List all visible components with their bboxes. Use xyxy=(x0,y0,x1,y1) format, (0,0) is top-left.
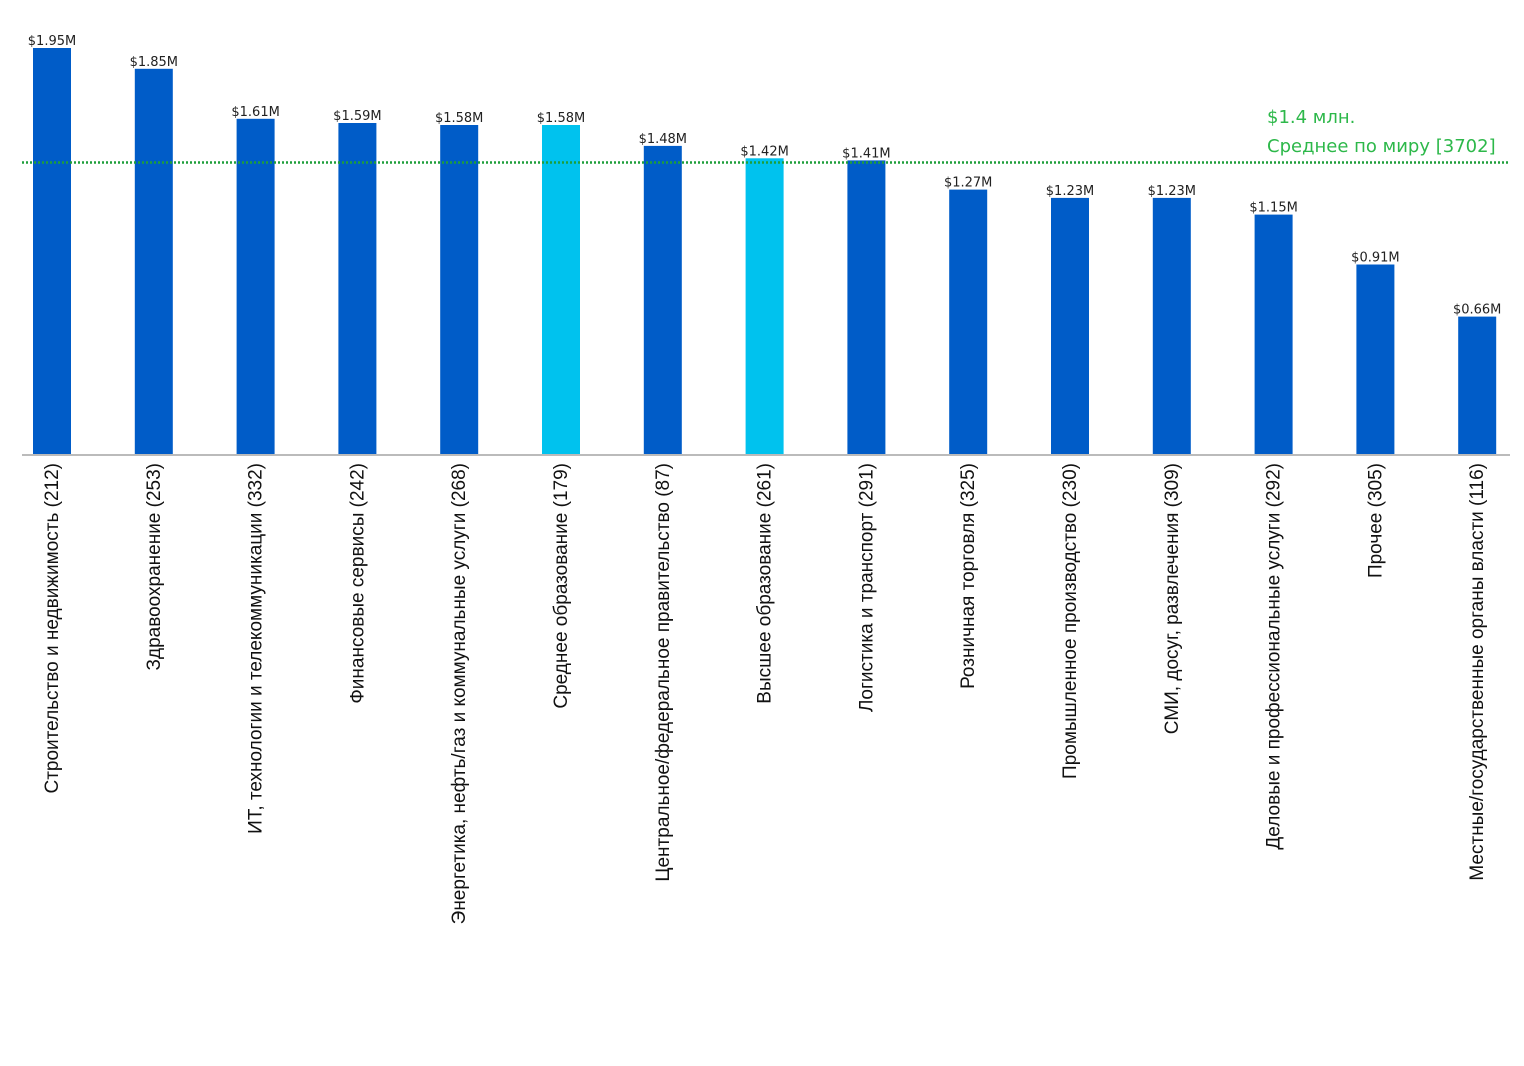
bar xyxy=(949,189,988,454)
bar-value-label: $1.41M xyxy=(842,146,890,161)
bar-value-label: $0.91M xyxy=(1351,251,1399,266)
category-label: Высшее образование (261) xyxy=(755,463,776,704)
category-label: Строительство и недвижимость (212) xyxy=(42,463,63,794)
category-label: Местные/государственные органы власти (1… xyxy=(1467,463,1488,881)
bar-value-label: $1.15M xyxy=(1249,201,1297,216)
bar xyxy=(1152,197,1191,454)
average-description-label: Среднее по миру [3702] xyxy=(1267,136,1496,157)
category-label: Прочее (305) xyxy=(1365,463,1386,578)
bar xyxy=(134,68,173,455)
bar xyxy=(745,158,784,455)
bar xyxy=(643,145,682,454)
bar-value-label: $1.61M xyxy=(231,105,279,120)
category-label: ИТ, технологии и телекоммуникации (332) xyxy=(246,463,267,834)
average-value-label: $1.4 млн. xyxy=(1267,107,1355,128)
bar xyxy=(1254,214,1293,454)
bar xyxy=(1051,197,1089,454)
bar xyxy=(1458,316,1497,454)
bar xyxy=(236,118,275,455)
bars-group xyxy=(33,48,1497,455)
bar-value-label: $1.27M xyxy=(944,176,992,191)
category-label: Здравоохранение (253) xyxy=(144,463,165,671)
category-label: Промышленное производство (230) xyxy=(1060,463,1081,779)
bar xyxy=(440,125,479,454)
category-label: Энергетика, нефть/газ и коммунальные усл… xyxy=(449,463,470,924)
bar xyxy=(847,160,886,454)
bar xyxy=(338,123,377,454)
category-label: Розничная торговля (325) xyxy=(958,463,979,689)
bar xyxy=(542,125,580,454)
bar-value-label: $1.42M xyxy=(740,144,788,159)
category-label: Центральное/федеральное правительство (8… xyxy=(653,463,674,882)
bar xyxy=(33,48,71,454)
category-label: Среднее образование (179) xyxy=(551,463,572,709)
bar-value-label: $1.59M xyxy=(333,109,381,124)
bar-value-label: $1.85M xyxy=(130,55,178,70)
bar-value-label: $1.58M xyxy=(435,111,483,126)
bar-value-label: $1.95M xyxy=(28,34,76,49)
category-label: Деловые и профессиональные услуги (292) xyxy=(1264,463,1285,850)
bar-value-label: $0.66M xyxy=(1453,303,1501,318)
bar xyxy=(1356,264,1395,454)
category-label: СМИ, досуг, развлечения (309) xyxy=(1162,463,1183,734)
category-labels-group: Строительство и недвижимость (212) Здраво… xyxy=(42,463,1488,924)
bar-value-label: $1.23M xyxy=(1148,184,1196,199)
category-label: Финансовые сервисы (242) xyxy=(347,463,368,704)
bar-value-label: $1.48M xyxy=(639,132,687,147)
category-label: Логистика и транспорт (291) xyxy=(856,463,877,712)
bar-value-label: $1.58M xyxy=(537,111,585,126)
bar-value-label: $1.23M xyxy=(1046,184,1094,199)
value-labels-group: $1.95M $1.85M $1.61M $1.59M $1.58M $1.58M $1.4… xyxy=(28,34,1502,318)
